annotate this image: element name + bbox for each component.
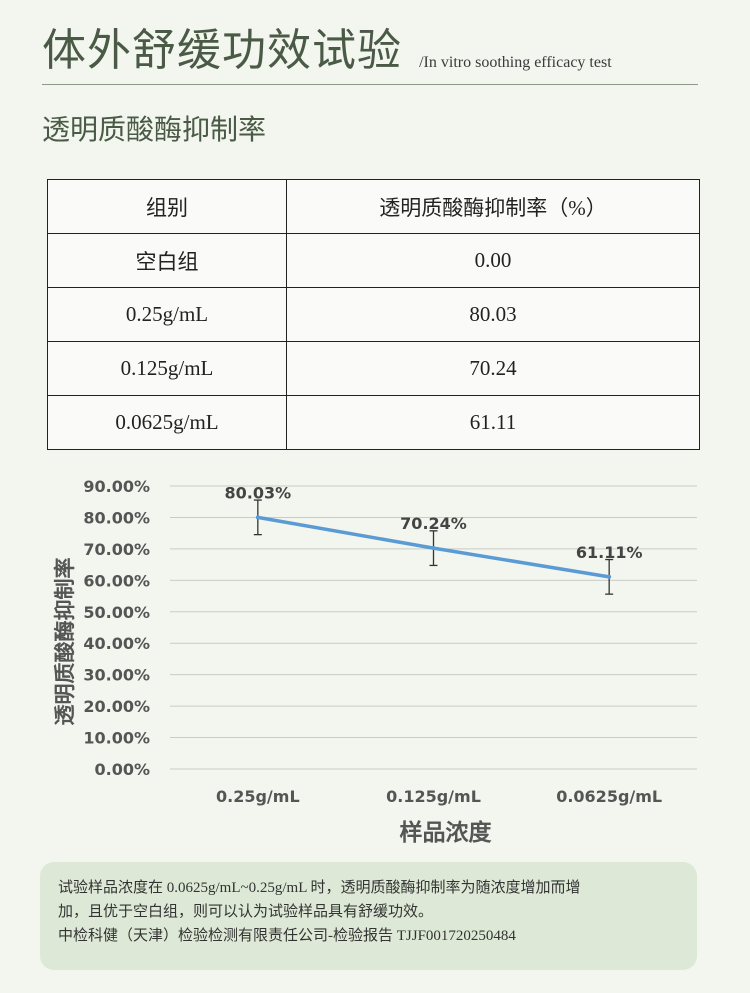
table-cell-group: 0.0625g/mL [47, 395, 287, 450]
data-point [431, 546, 436, 551]
conclusion-note: 试验样品浓度在 0.0625g/mL~0.25g/mL 时，透明质酸酶抑制率为随… [40, 862, 697, 970]
chart-svg: 0.00% 10.00% 20.00% 30.00% 40.00% 50.00% 60.00… [53, 477, 697, 846]
data-label: 61.11% [576, 543, 643, 562]
table-row: 0.25g/mL 80.03 [47, 287, 700, 342]
results-table: 组别 透明质酸酶抑制率（%） 空白组 0.00 0.25g/mL 80.03 0… [47, 179, 700, 450]
column-header-rate: 透明质酸酶抑制率（%） [286, 179, 700, 234]
table-cell-rate: 61.11 [286, 395, 700, 450]
table-cell-rate: 0.00 [286, 233, 700, 288]
y-tick-label: 40.00% [83, 634, 150, 653]
data-point [607, 574, 612, 579]
y-tick-label: 80.00% [83, 508, 150, 527]
x-axis-title: 样品浓度 [400, 819, 493, 846]
column-header-group: 组别 [47, 179, 287, 234]
table-row: 0.125g/mL 70.24 [47, 341, 700, 396]
y-tick-label: 50.00% [83, 603, 150, 622]
y-tick-label: 20.00% [83, 697, 150, 716]
x-tick-label: 0.0625g/mL [556, 787, 662, 806]
table-cell-group: 空白组 [47, 233, 287, 288]
table-cell-rate: 80.03 [286, 287, 700, 342]
note-line: 加，且优于空白组，则可以认为试验样品具有舒缓功效。 [58, 904, 434, 920]
y-tick-label: 60.00% [83, 571, 150, 590]
table-row: 空白组 0.00 [47, 233, 700, 288]
y-tick-label: 0.00% [94, 760, 150, 779]
data-point [255, 515, 260, 520]
table-cell-group: 0.125g/mL [47, 341, 287, 396]
page-header: 体外舒缓功效试验 /In vitro soothing efficacy tes… [42, 14, 698, 78]
table-header-row: 组别 透明质酸酶抑制率（%） [47, 179, 700, 234]
y-tick-label: 30.00% [83, 666, 150, 685]
y-tick-label: 90.00% [83, 477, 150, 496]
page-subtitle: /In vitro soothing efficacy test [419, 54, 612, 71]
note-line: 中检科健（天津）检验检测有限责任公司-检验报告 TJJF001720250484 [58, 928, 516, 944]
table-cell-rate: 70.24 [286, 341, 700, 396]
note-line: 试验样品浓度在 0.0625g/mL~0.25g/mL 时，透明质酸酶抑制率为随… [58, 880, 581, 896]
header-divider [42, 84, 698, 85]
x-tick-label: 0.125g/mL [386, 787, 481, 806]
y-tick-label: 70.00% [83, 540, 150, 559]
table-cell-group: 0.25g/mL [47, 287, 287, 342]
data-label: 80.03% [225, 483, 292, 502]
section-title: 透明质酸酶抑制率 [42, 113, 267, 146]
data-label: 70.24% [400, 514, 467, 533]
table-row: 0.0625g/mL 61.11 [47, 395, 700, 450]
x-tick-label: 0.25g/mL [216, 787, 300, 806]
y-tick-label: 10.00% [83, 729, 150, 748]
note-text: 试验样品浓度在 0.0625g/mL~0.25g/mL 时，透明质酸酶抑制率为随… [58, 876, 688, 948]
y-axis-title: 透明质酸酶抑制率 [53, 558, 77, 726]
page-title: 体外舒缓功效试验 [42, 25, 402, 76]
inhibition-line-chart: 0.00% 10.00% 20.00% 30.00% 40.00% 50.00% 60.00… [0, 470, 750, 860]
